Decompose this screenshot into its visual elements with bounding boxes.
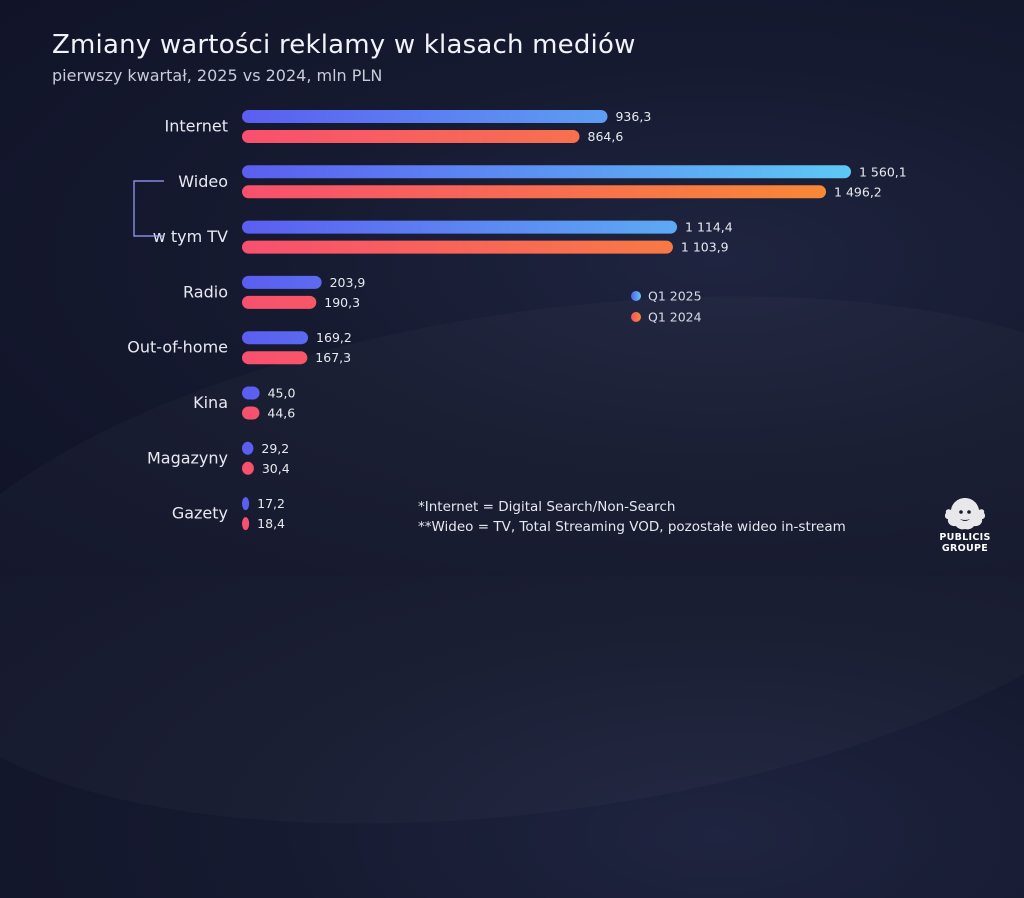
value-label-gazety-q1-2025: 17,2 (257, 496, 285, 511)
bar-wideo-q1-2025 (242, 165, 851, 179)
bar-gazety-q1-2025 (242, 497, 250, 511)
bar-magazyny-q1-2025 (242, 441, 254, 455)
chart-subtitle: pierwszy kwartał, 2025 vs 2024, mln PLN (52, 66, 383, 85)
value-label-radio-q1-2025: 203,9 (330, 275, 366, 290)
value-label-internet-q1-2024: 864,6 (588, 129, 624, 144)
category-label-out-of-home: Out-of-home (127, 338, 228, 357)
bar-magazyny-q1-2024 (242, 461, 254, 475)
value-label-internet-q1-2025: 936,3 (615, 109, 651, 124)
bar-kina-q1-2024 (242, 406, 260, 420)
bar-kina-q1-2025 (242, 386, 260, 400)
logo-line-2: GROUPE (941, 543, 989, 554)
bar-gazety-q1-2024 (242, 517, 250, 531)
wideo-group-bracket (133, 180, 164, 237)
category-label-radio: Radio (183, 282, 228, 301)
chart-title: Zmiany wartości reklamy w klasach mediów (52, 30, 636, 60)
bar-out-of-home-q1-2025 (242, 331, 309, 345)
bar-out-of-home-q1-2024 (242, 351, 308, 365)
publicis-lion-icon (944, 498, 986, 530)
value-label-magazyny-q1-2024: 30,4 (262, 461, 290, 476)
value-label-gazety-q1-2024: 18,4 (257, 516, 285, 531)
bar-internet-q1-2024 (242, 130, 580, 143)
category-label-wideo: Wideo (178, 172, 228, 191)
category-label-w-tym-tv: w tym TV (153, 227, 228, 246)
legend-label-q1-2024: Q1 2024 (648, 310, 702, 325)
legend-swatch-q1-2025 (631, 291, 641, 301)
legend-label-q1-2025: Q1 2025 (648, 289, 702, 304)
value-label-out-of-home-q1-2024: 167,3 (315, 350, 351, 365)
category-label-gazety: Gazety (172, 504, 228, 523)
value-label-w-tym-tv-q1-2024: 1 103,9 (681, 240, 729, 255)
publicis-groupe-logo: PUBLICIS GROUPE (928, 494, 1002, 560)
bar-wideo-q1-2024 (242, 185, 827, 199)
bar-radio-q1-2024 (242, 295, 317, 309)
value-label-magazyny-q1-2025: 29,2 (261, 441, 289, 456)
value-label-wideo-q1-2024: 1 496,2 (834, 184, 882, 199)
category-label-internet: Internet (164, 117, 228, 136)
bar-internet-q1-2025 (242, 110, 608, 123)
value-label-radio-q1-2024: 190,3 (324, 295, 360, 310)
logo-line-1: PUBLICIS (939, 532, 991, 543)
bar-chart: Internet 936,3 864,6 Wideo 1 560,1 1 496,2 w t… (127, 109, 907, 531)
bar-radio-q1-2025 (242, 275, 322, 289)
value-label-kina-q1-2024: 44,6 (267, 406, 295, 421)
bar-w-tym-tv-q1-2024 (242, 240, 673, 254)
legend: Q1 2025 Q1 2024 (631, 289, 702, 325)
value-label-out-of-home-q1-2025: 169,2 (316, 330, 352, 345)
category-label-kina: Kina (193, 393, 228, 412)
bar-w-tym-tv-q1-2025 (242, 220, 678, 234)
footnotes: *Internet = Digital Search/Non-Search **… (418, 497, 846, 537)
value-label-kina-q1-2025: 45,0 (268, 386, 296, 401)
footnote-wideo: **Wideo = TV, Total Streaming VOD, pozos… (418, 519, 846, 535)
value-label-wideo-q1-2025: 1 560,1 (859, 164, 907, 179)
legend-swatch-q1-2024 (631, 312, 641, 322)
value-label-w-tym-tv-q1-2025: 1 114,4 (685, 220, 733, 235)
category-label-magazyny: Magazyny (147, 448, 228, 467)
footnote-internet: *Internet = Digital Search/Non-Search (418, 499, 676, 515)
